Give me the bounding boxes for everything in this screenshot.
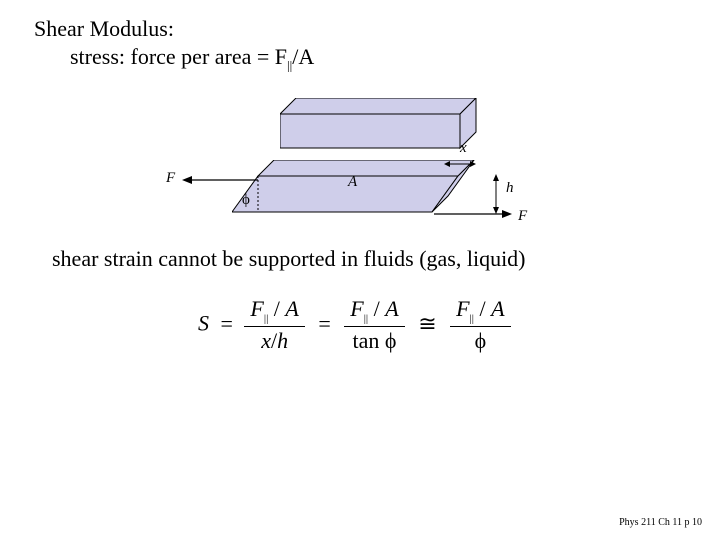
f-right-arrow: [432, 208, 514, 220]
f2A: A: [385, 296, 398, 321]
formula-eq1: =: [221, 311, 233, 336]
x-arrow: [442, 156, 482, 172]
frac3: F|| / A ϕ: [450, 296, 510, 355]
note-text: shear strain cannot be supported in flui…: [52, 246, 526, 272]
frac2: F|| / A tan ϕ: [344, 296, 404, 355]
block-static: [280, 98, 490, 154]
f1x: x: [261, 328, 271, 353]
f2F: F: [350, 296, 363, 321]
label-f-right: F: [518, 208, 527, 225]
f1A: A: [285, 296, 298, 321]
label-phi: ϕ: [242, 192, 250, 209]
formula-s: S: [198, 311, 209, 336]
f-left-arrow: [180, 174, 260, 186]
f2tan: tan: [353, 328, 380, 353]
formula-eq2: =: [318, 311, 330, 336]
f3par: ||: [470, 312, 474, 324]
title-line-2-head: stress: force per area = F: [70, 44, 287, 69]
f2phi: ϕ: [385, 328, 397, 353]
f3F: F: [456, 296, 469, 321]
footer: Phys 211 Ch 11 p 10: [619, 517, 702, 528]
f1h: h: [277, 328, 288, 353]
f3phi: ϕ: [475, 328, 487, 353]
label-h: h: [506, 180, 514, 197]
frac1: F|| / A x/h: [244, 296, 304, 355]
label-a: A: [348, 174, 357, 191]
f3A: A: [491, 296, 504, 321]
formula-approx: ≅: [418, 311, 436, 336]
label-f-left: F: [166, 170, 175, 187]
formula: S = F|| / A x/h = F|| / A tan ϕ ≅ F|| / …: [198, 296, 511, 355]
f1par: ||: [264, 312, 268, 324]
f1F: F: [250, 296, 263, 321]
title-line-2: stress: force per area = F||/A: [70, 44, 314, 73]
label-x: x: [460, 140, 467, 157]
title-line-2-tail: /A: [292, 44, 314, 69]
title-line-1: Shear Modulus:: [34, 16, 174, 42]
f2par: ||: [364, 312, 368, 324]
